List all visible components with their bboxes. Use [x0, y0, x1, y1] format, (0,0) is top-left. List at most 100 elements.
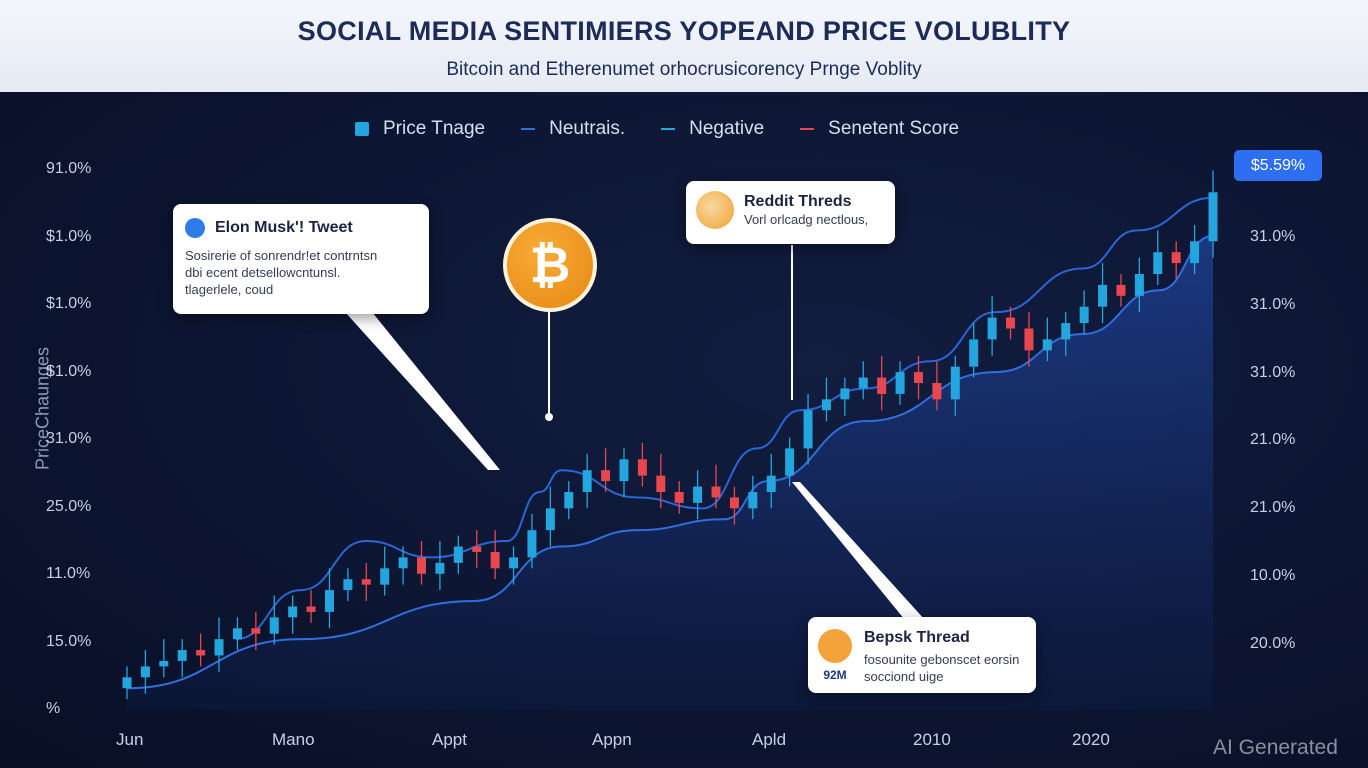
- candle: [1190, 224, 1200, 274]
- candle: [785, 437, 795, 487]
- candle-body: [435, 562, 445, 574]
- x-tick: Appn: [592, 730, 632, 749]
- candle: [343, 568, 353, 601]
- candle: [601, 448, 611, 492]
- candle: [969, 323, 979, 378]
- candle-body: [306, 606, 316, 612]
- candle: [1116, 274, 1126, 307]
- candle: [895, 361, 905, 405]
- candle-body: [1042, 339, 1052, 351]
- watermark: AI Generated: [1213, 736, 1338, 759]
- candle-body: [269, 617, 279, 634]
- y-tick-right: 31.0%: [1250, 228, 1296, 245]
- x-tick: Mano: [272, 730, 315, 749]
- candle-body: [527, 530, 537, 558]
- candle: [913, 355, 923, 400]
- candle-body: [1134, 274, 1144, 296]
- candle-body: [472, 546, 482, 552]
- y-tick-left: 31.0%: [46, 430, 92, 447]
- candle: [729, 486, 739, 525]
- candle-body: [361, 579, 371, 585]
- candle: [821, 377, 831, 422]
- legend-item-sentiment[interactable]: Senetent Score: [800, 118, 959, 140]
- candle-body: [214, 639, 224, 656]
- candle-body: [159, 660, 169, 667]
- candle: [1208, 170, 1218, 258]
- legend-item-neutral[interactable]: Neutrais.: [521, 118, 625, 140]
- candle-body: [1024, 328, 1034, 351]
- candle-body: [932, 383, 942, 400]
- candle-body: [380, 568, 390, 585]
- candle: [527, 513, 537, 569]
- y-tick-right: 10.0%: [1250, 567, 1296, 584]
- candle-body: [490, 551, 500, 569]
- candle: [288, 595, 298, 634]
- bepsk-pointer: [792, 482, 925, 620]
- x-tick: Jun: [116, 730, 144, 749]
- bepsk-thread-callout[interactable]: 92M Bepsk Thread fosounite gebonscet eor…: [808, 617, 1036, 693]
- candle-body: [748, 492, 758, 509]
- y-tick-right: 21.0%: [1250, 499, 1296, 517]
- candle: [950, 355, 960, 416]
- candle-body: [545, 508, 555, 531]
- candle: [766, 453, 776, 509]
- candle: [987, 295, 997, 356]
- candle-body: [453, 546, 463, 563]
- y-tick-left: $1.0%: [46, 295, 92, 312]
- callout-body: Vorl orlcadg nectlous,: [744, 211, 869, 227]
- elon-tweet-callout[interactable]: Elon Musk'! Tweet Sosirerie of sonrendr!…: [173, 204, 429, 314]
- legend-swatch: [355, 122, 369, 136]
- candle-body: [582, 470, 592, 492]
- candle-body: [601, 470, 611, 482]
- candle-body: [1171, 252, 1181, 264]
- candle: [417, 541, 427, 585]
- candle-body: [693, 486, 703, 503]
- y-tick-right: 31.0%: [1250, 363, 1296, 381]
- y-tick-left: 91.0%: [46, 160, 92, 177]
- candle-body: [785, 448, 795, 476]
- callout-body: fosounite gebonscet eorsin: [864, 652, 1020, 667]
- callout-title: Bepsk Thread: [864, 629, 970, 646]
- candle-body: [987, 317, 997, 340]
- candle: [232, 617, 242, 651]
- candle-body: [821, 399, 831, 411]
- reddit-icon: [696, 191, 734, 229]
- candle: [122, 666, 132, 700]
- legend-label: Price Tnage: [383, 118, 486, 139]
- candle: [1061, 312, 1071, 356]
- candle: [140, 650, 150, 694]
- legend-item-price[interactable]: Price Tnage: [355, 118, 485, 140]
- y-tick-right: 20.0%: [1250, 634, 1296, 652]
- candle: [1024, 312, 1034, 367]
- candle-body: [1098, 284, 1108, 307]
- sentiment-area: [127, 235, 1213, 710]
- candle-body: [343, 579, 353, 591]
- y-tick-right: 31.0%: [1250, 295, 1296, 313]
- callout-pointers: [345, 245, 925, 620]
- callout-tag: 92M: [823, 668, 847, 682]
- candle-body: [656, 475, 666, 492]
- callout-body: Sosirerie of sonrendr!et contrntsn: [185, 248, 378, 263]
- candle: [748, 475, 758, 520]
- legend-swatch: [521, 128, 536, 130]
- reddit-callout[interactable]: Reddit Threds Vorl orlcadg nectlous,: [686, 181, 895, 244]
- header: SOCIAL MEDIA SENTIMIERS YOPEAND PRICE VO…: [0, 0, 1368, 92]
- candle-body: [1061, 323, 1071, 340]
- candle: [159, 639, 169, 678]
- candle-body: [196, 650, 206, 656]
- candle: [1042, 317, 1052, 362]
- candle-body: [803, 410, 813, 449]
- candle-body: [177, 650, 187, 661]
- candle-body: [1208, 192, 1218, 242]
- candle: [361, 562, 371, 601]
- candle-body: [1079, 306, 1089, 324]
- callout-title: Elon Musk'! Tweet: [215, 219, 353, 236]
- legend: Price Tnage Neutrais. Negative Senetent …: [355, 118, 959, 140]
- candle: [858, 361, 868, 400]
- candle: [490, 530, 500, 580]
- candle-body: [729, 497, 739, 509]
- legend-item-negative[interactable]: Negative: [661, 118, 764, 140]
- twitter-icon: [185, 218, 205, 238]
- candle: [1171, 241, 1181, 280]
